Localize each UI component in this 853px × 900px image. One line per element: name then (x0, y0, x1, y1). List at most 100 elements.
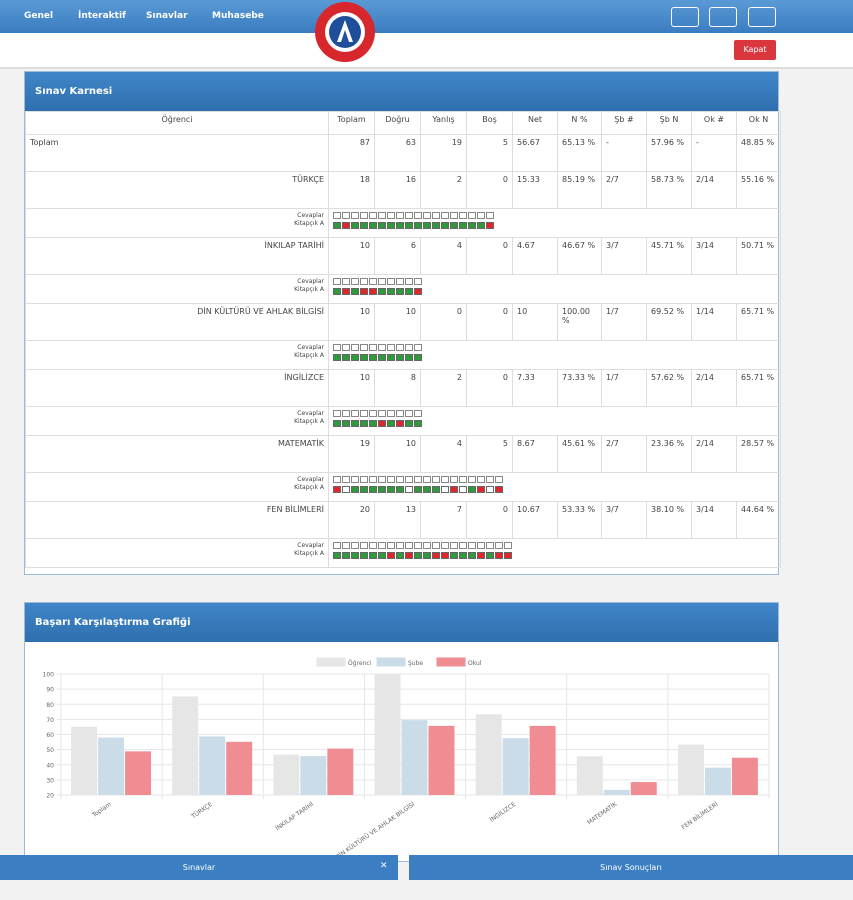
data-row: İNKILAP TARİHİ 10 6 4 0 4.67 46.67 % 3/7 45.71 %… (25, 237, 781, 275)
cell: 0 (466, 171, 513, 209)
answer-box (396, 288, 404, 295)
bar (529, 725, 556, 795)
cell: 63 (374, 134, 421, 172)
cell: 58.73 % (646, 171, 692, 209)
booklet-caption: Kitapçık A (294, 550, 324, 557)
nav-link[interactable]: Sınavlar (146, 11, 188, 21)
message-button[interactable] (709, 7, 737, 27)
question-box (360, 542, 368, 549)
answer-box (468, 222, 476, 229)
cell: 3/14 (691, 501, 737, 539)
question-box (414, 476, 422, 483)
row-name: İNKILAP TARİHİ (25, 237, 329, 275)
answer-row (333, 486, 776, 495)
column-header: Şb N (646, 111, 692, 135)
question-box (342, 212, 350, 219)
question-box (396, 476, 404, 483)
cell: 50.71 % (736, 237, 781, 275)
cell: 100.00 % (557, 303, 602, 341)
answer-box (414, 552, 422, 559)
legend-swatch (376, 657, 406, 667)
answer-box (369, 354, 377, 361)
question-box (396, 344, 404, 351)
answer-box (504, 552, 512, 559)
answer-box (396, 222, 404, 229)
cell: 7 (420, 501, 467, 539)
answer-box (369, 288, 377, 295)
answers-label: Cevaplar Kitapçık A (25, 538, 329, 568)
question-row (333, 410, 776, 419)
question-box (432, 476, 440, 483)
answer-box (360, 420, 368, 427)
y-tick-label: 30 (46, 777, 54, 784)
answer-box (486, 552, 494, 559)
question-box (414, 410, 422, 417)
nav-link[interactable]: İnteraktif (78, 11, 126, 21)
question-box (360, 344, 368, 351)
answer-box (396, 552, 404, 559)
cell: 8 (374, 369, 421, 407)
question-box (405, 278, 413, 285)
question-box (450, 212, 458, 219)
question-box (378, 344, 386, 351)
question-box (351, 278, 359, 285)
answer-box (414, 222, 422, 229)
refresh-button[interactable] (671, 7, 699, 27)
question-box (414, 212, 422, 219)
cell: 65.71 % (736, 369, 781, 407)
answer-box (360, 288, 368, 295)
answer-box (414, 486, 422, 493)
cell: 6 (374, 237, 421, 275)
question-box (459, 542, 467, 549)
footer-tab[interactable]: Sınavlar (0, 855, 398, 880)
bar (576, 756, 603, 795)
question-box (360, 212, 368, 219)
answer-box (450, 486, 458, 493)
question-box (387, 476, 395, 483)
answer-box (342, 288, 350, 295)
question-box (468, 542, 476, 549)
answer-box (495, 552, 503, 559)
question-box (450, 476, 458, 483)
answer-box (342, 486, 350, 493)
question-box (414, 344, 422, 351)
cell: 38.10 % (646, 501, 692, 539)
footer-tab[interactable]: Sınav Sonuçları (409, 855, 853, 880)
answer-box (423, 552, 431, 559)
question-box (495, 542, 503, 549)
answer-box (378, 420, 386, 427)
cell: 2/7 (601, 435, 647, 473)
data-row: TÜRKÇE 18 16 2 0 15.33 85.19 % 2/7 58.73 % 2/14 55… (25, 171, 781, 209)
answers-caption: Cevaplar (297, 212, 324, 219)
nav-link[interactable]: Muhasebe (212, 11, 264, 21)
question-box (333, 542, 341, 549)
chat-button[interactable] (748, 7, 776, 27)
cell: 57.62 % (646, 369, 692, 407)
question-box (378, 410, 386, 417)
question-box (351, 476, 359, 483)
cell: 10 (328, 303, 375, 341)
answers-cell (328, 406, 781, 436)
nav-link[interactable]: Genel (24, 11, 54, 21)
cell: 0 (466, 237, 513, 275)
answer-row (333, 288, 776, 297)
question-box (396, 542, 404, 549)
close-button[interactable]: Kapat (734, 40, 776, 60)
answer-box (405, 354, 413, 361)
question-box (333, 278, 341, 285)
answer-box (414, 354, 422, 361)
answer-box (351, 552, 359, 559)
cell: 15.33 (512, 171, 558, 209)
question-box (423, 476, 431, 483)
cell: 2/14 (691, 369, 737, 407)
question-box (405, 212, 413, 219)
answer-box (369, 420, 377, 427)
close-icon[interactable]: ✕ (380, 861, 388, 871)
y-tick-label: 90 (46, 687, 54, 694)
cell: - (691, 134, 737, 172)
booklet-caption: Kitapçık A (294, 220, 324, 227)
question-box (378, 212, 386, 219)
cell: 8.67 (512, 435, 558, 473)
cell: 2/14 (691, 171, 737, 209)
answer-box (333, 354, 341, 361)
